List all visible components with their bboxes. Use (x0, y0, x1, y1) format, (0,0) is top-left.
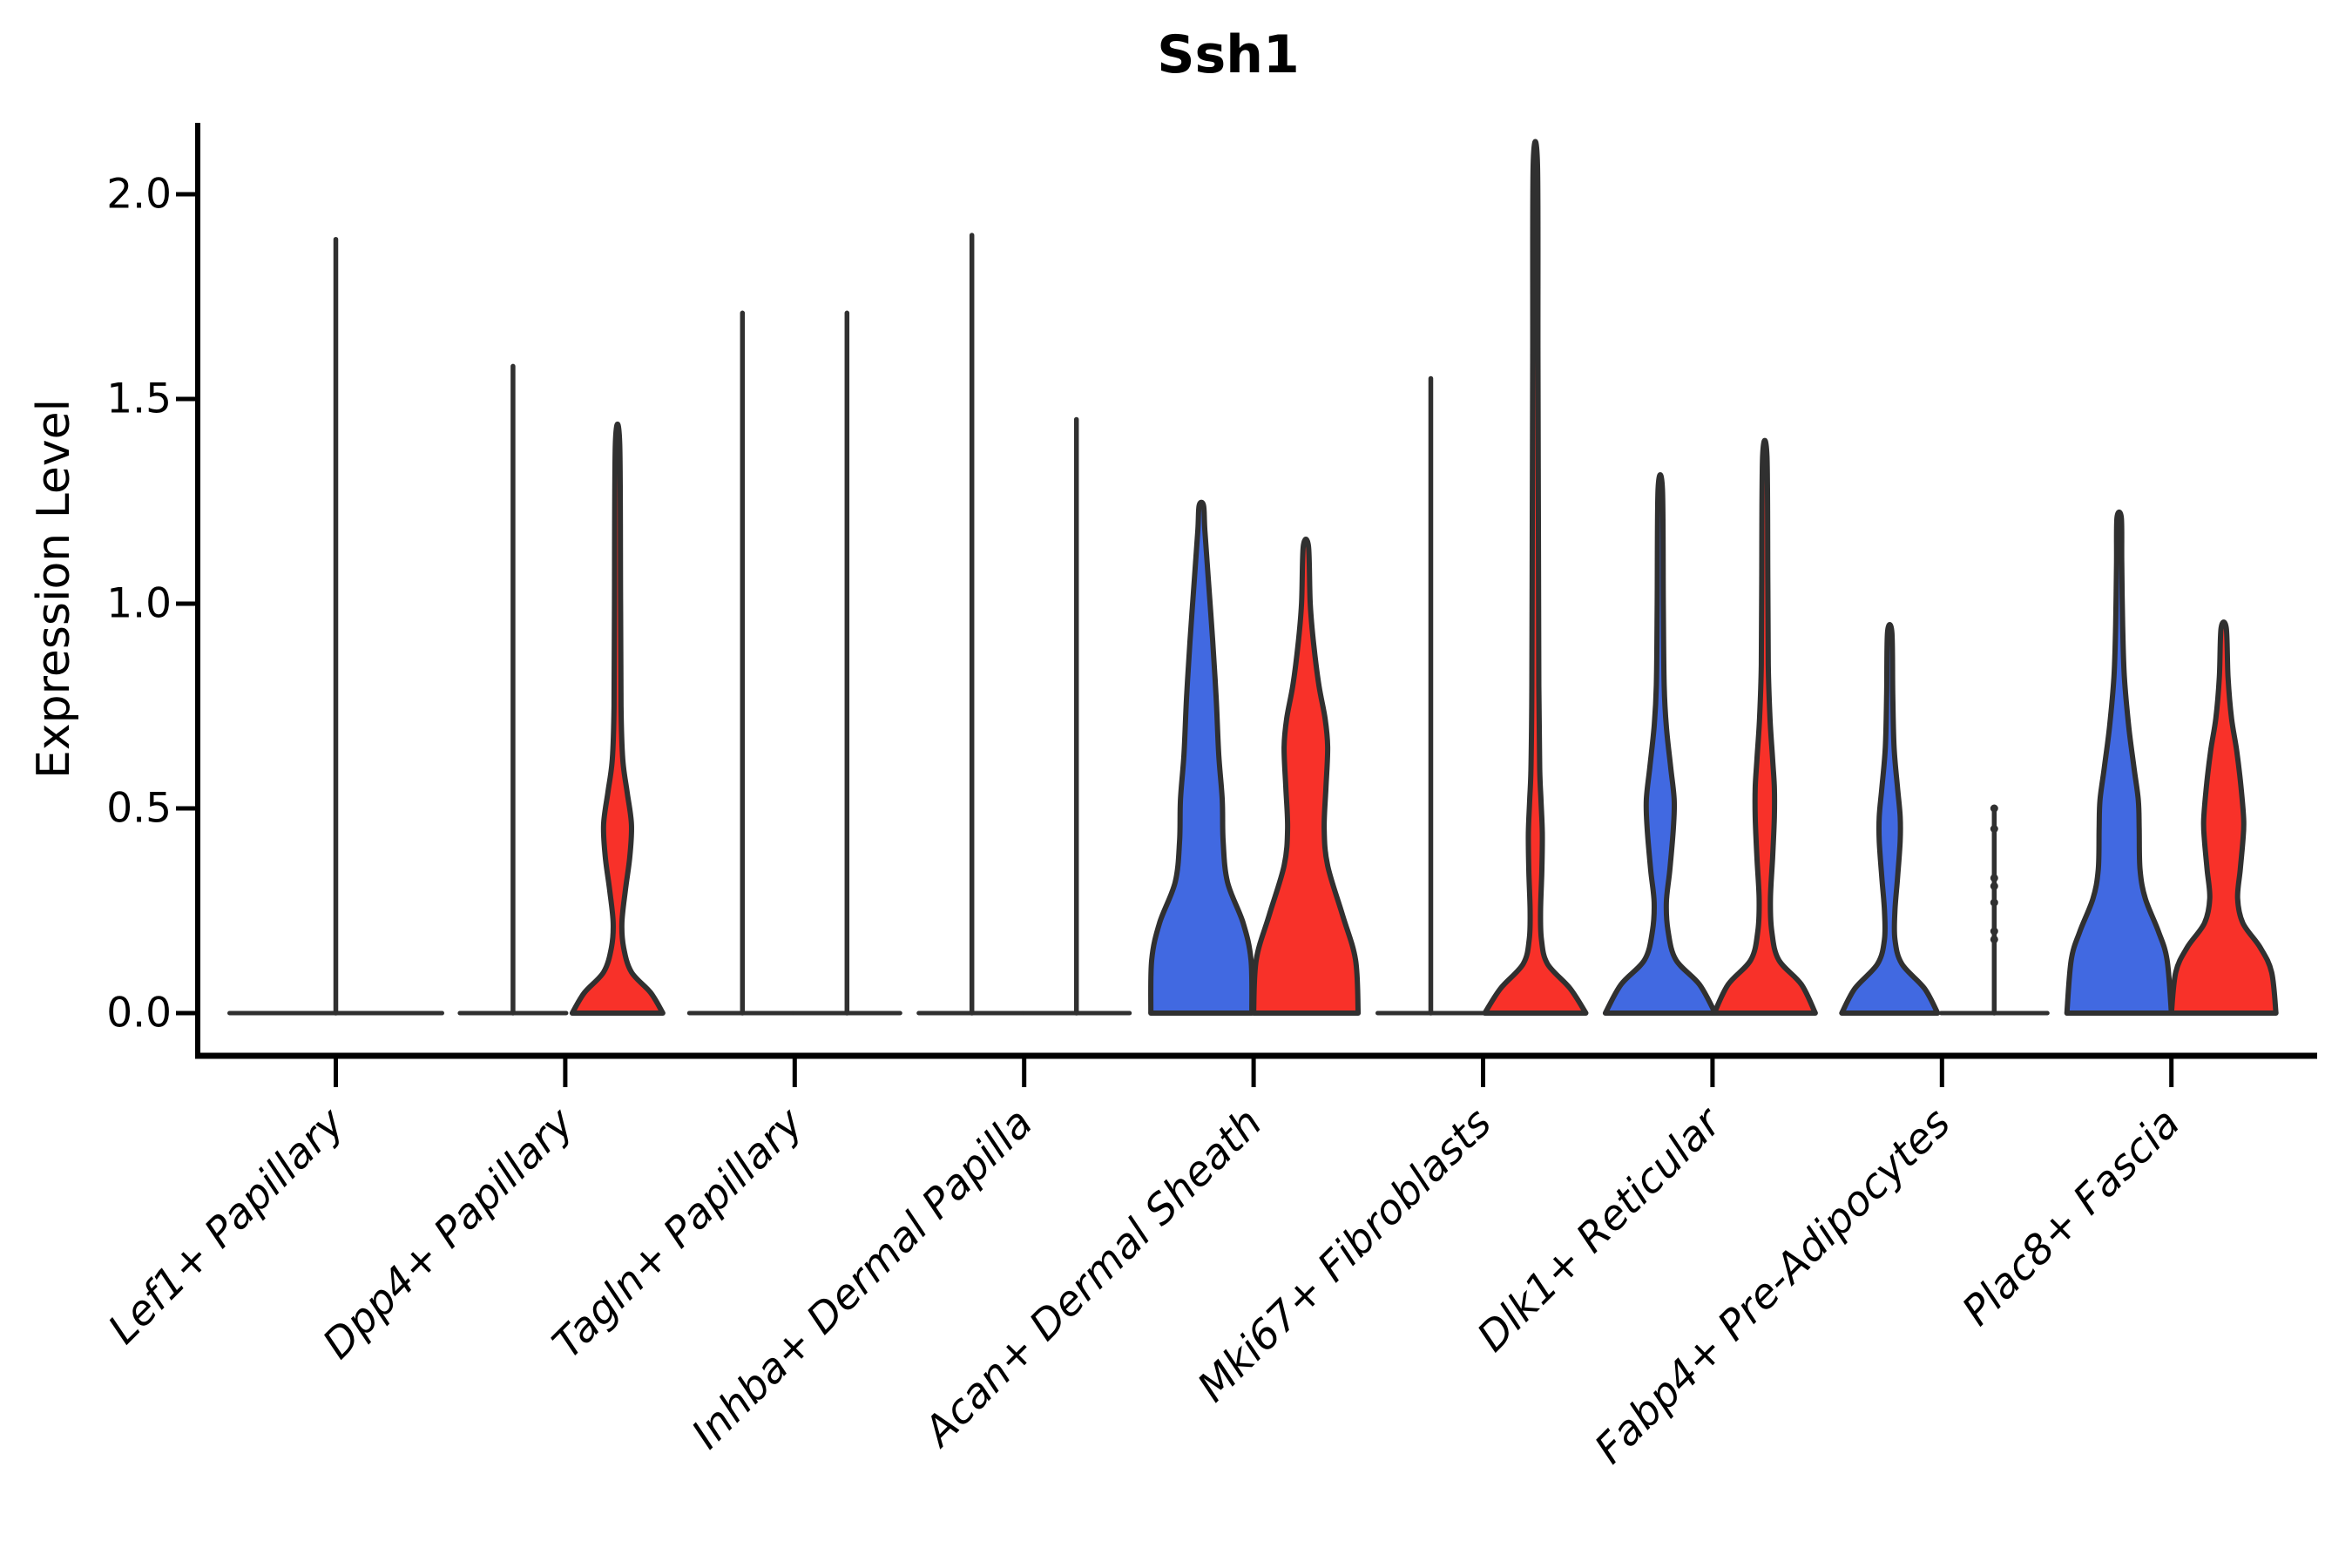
violin-plac8-fascia-left-density (2064, 509, 2174, 1016)
violin-fabp4-pre-adipocytes-right-strip-point (1990, 825, 1998, 833)
y-tick-label: 2.0 (106, 171, 172, 219)
violin-fabp4-pre-adipocytes-right-strip-point (1990, 804, 1998, 813)
violin-plac8-fascia-right-density (2168, 619, 2279, 1016)
violin-dlk1-reticular-left-density (1602, 471, 1718, 1016)
y-tick-label: 0.0 (106, 990, 172, 1037)
violin-acan-dermal-sheath-right-density (1251, 536, 1362, 1016)
violin-fabp4-pre-adipocytes-left-density (1839, 622, 1941, 1016)
violin-acan-dermal-sheath-left-density (1148, 499, 1255, 1016)
violin-dpp4-papillary-right-density (569, 422, 666, 1016)
violin-fabp4-pre-adipocytes-right-strip-point (1990, 874, 1998, 882)
x-category-label-dpp4-papillary: Dpp4+ Papillary (314, 1098, 584, 1369)
x-category-label-lef1-papillary: Lef1+ Papillary (99, 1098, 355, 1354)
chart-title: Ssh1 (1157, 24, 1300, 85)
y-tick-label: 1.0 (106, 580, 172, 628)
violin-fabp4-pre-adipocytes-right-strip-point (1990, 898, 1998, 907)
violin-fabp4-pre-adipocytes-right-strip-point (1990, 882, 1998, 890)
y-tick-label: 1.5 (106, 375, 172, 423)
violin-fabp4-pre-adipocytes-right-strip-point (1990, 935, 1998, 943)
x-category-label-dlk1-reticular: Dlk1+ Reticular (1468, 1098, 1732, 1362)
violin-dlk1-reticular-right-density (1711, 437, 1818, 1016)
x-category-label-tagln-papillary: Tagln+ Papillary (544, 1098, 814, 1369)
violin-fabp4-pre-adipocytes-right-strip-point (1990, 927, 1998, 936)
violin-mki67-fibroblasts-right-density (1482, 139, 1589, 1016)
x-category-label-plac8-fascia: Plac8+ Fascia (1953, 1099, 2189, 1335)
y-tick-label: 0.5 (106, 785, 172, 833)
